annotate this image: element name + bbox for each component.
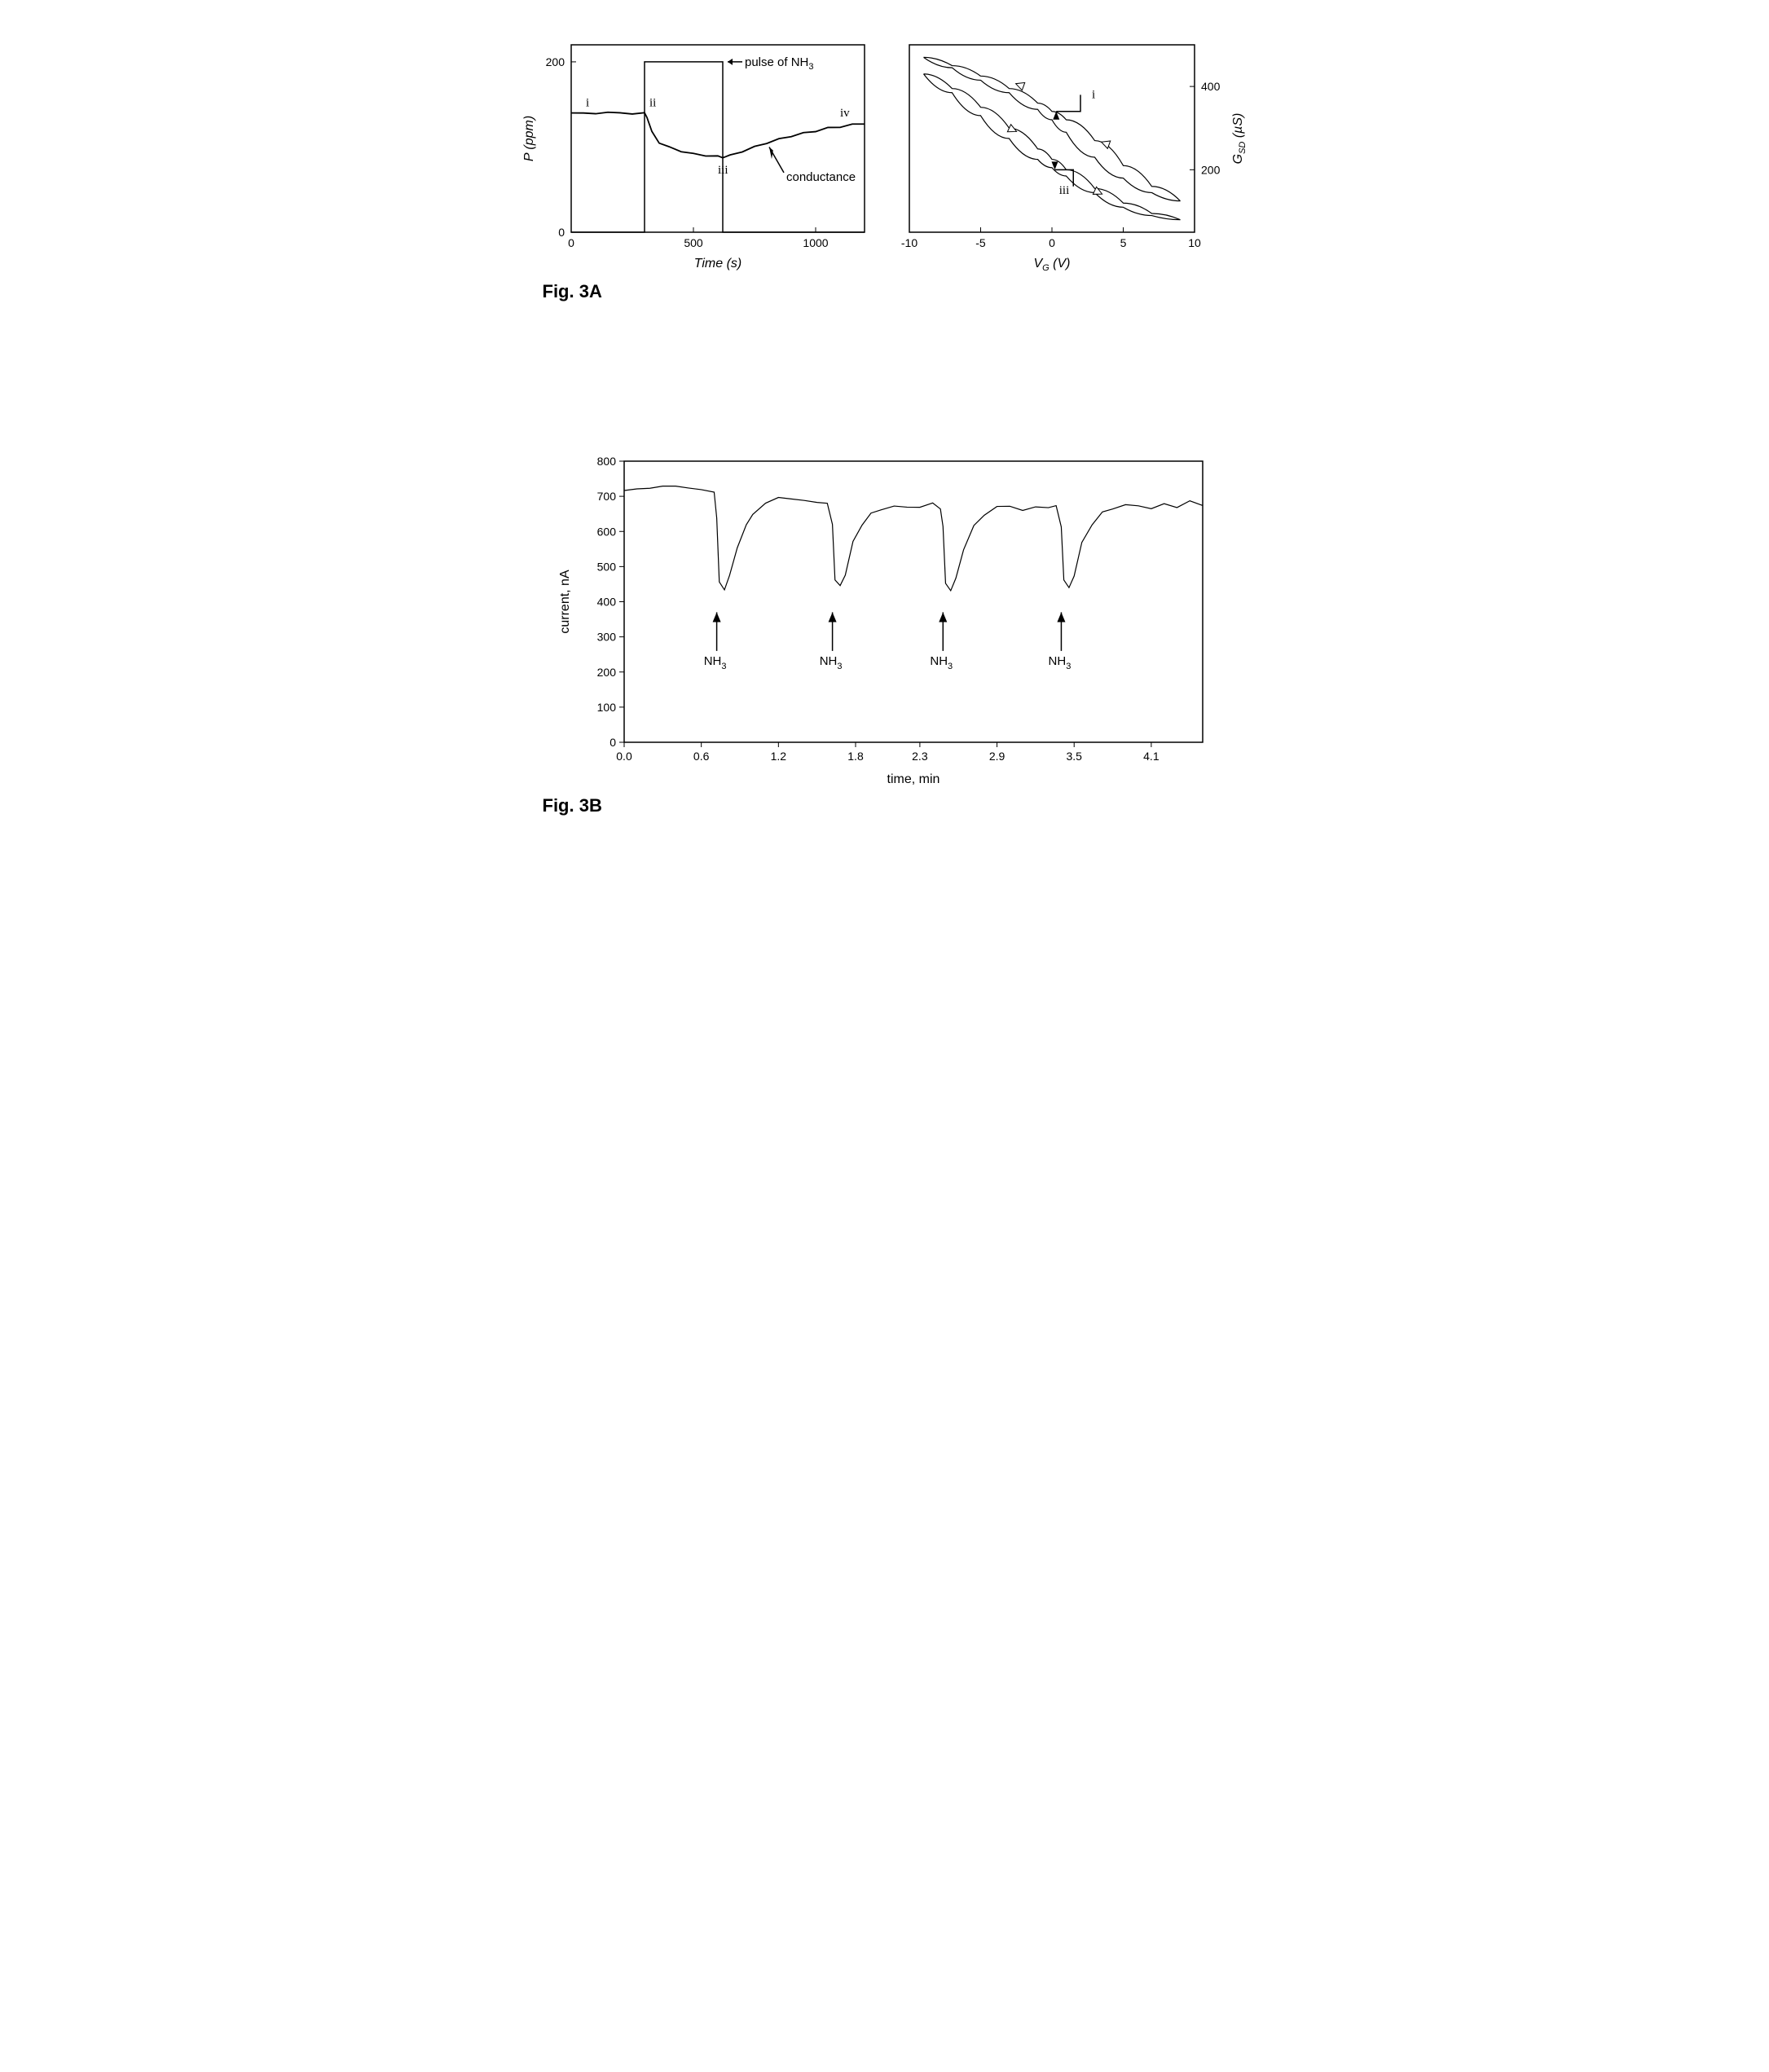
svg-text:Time (s): Time (s) bbox=[693, 257, 741, 271]
svg-text:1.8: 1.8 bbox=[847, 750, 864, 763]
svg-text:current, nA: current, nA bbox=[558, 570, 572, 634]
fig3a-label: Fig. 3A bbox=[543, 281, 1292, 302]
svg-text:700: 700 bbox=[596, 490, 616, 503]
svg-text:NH3: NH3 bbox=[819, 654, 842, 671]
svg-text:0: 0 bbox=[568, 236, 574, 249]
svg-text:0.0: 0.0 bbox=[616, 750, 632, 763]
svg-text:iii: iii bbox=[718, 164, 728, 177]
svg-text:4.1: 4.1 bbox=[1143, 750, 1160, 763]
svg-text:300: 300 bbox=[596, 631, 616, 644]
svg-text:-5: -5 bbox=[975, 236, 986, 249]
svg-text:NH3: NH3 bbox=[1048, 654, 1071, 671]
svg-text:2.9: 2.9 bbox=[988, 750, 1005, 763]
svg-text:0.6: 0.6 bbox=[693, 750, 709, 763]
fig3a-right-chart: -10-50510200400VG (V)GSD (µS)iiii bbox=[893, 33, 1252, 277]
svg-text:400: 400 bbox=[1201, 80, 1221, 93]
fig3b-chart: 0.0 0.6 1.2 1.8 2.3 2.9 3.5 4.1 0 100 200 300 400 500… bbox=[551, 449, 1219, 791]
svg-text:NH3: NH3 bbox=[703, 654, 726, 671]
svg-text:P (ppm): P (ppm) bbox=[522, 116, 536, 161]
svg-text:-10: -10 bbox=[900, 236, 917, 249]
fig3a-left-chart: 050010000200Time (s)P (ppm)iiiiiiivpulse… bbox=[518, 33, 877, 277]
svg-text:pulse of NH3: pulse of NH3 bbox=[745, 55, 814, 72]
svg-text:iii: iii bbox=[1058, 184, 1069, 197]
svg-text:600: 600 bbox=[596, 525, 616, 538]
svg-text:800: 800 bbox=[596, 455, 616, 468]
fig3b-row: 0.0 0.6 1.2 1.8 2.3 2.9 3.5 4.1 0 100 200 300 400 500… bbox=[477, 449, 1292, 791]
svg-text:10: 10 bbox=[1188, 236, 1201, 249]
svg-text:2.3: 2.3 bbox=[912, 750, 928, 763]
svg-text:conductance: conductance bbox=[786, 170, 856, 184]
svg-text:1.2: 1.2 bbox=[770, 750, 786, 763]
fig3a-row: 050010000200Time (s)P (ppm)iiiiiiivpulse… bbox=[477, 33, 1292, 277]
svg-text:5: 5 bbox=[1120, 236, 1126, 249]
svg-text:NH3: NH3 bbox=[930, 654, 953, 671]
svg-text:VG (V): VG (V) bbox=[1033, 257, 1070, 273]
svg-text:GSD (µS): GSD (µS) bbox=[1231, 113, 1248, 165]
svg-text:i: i bbox=[1092, 88, 1095, 101]
svg-text:time, min: time, min bbox=[887, 772, 940, 786]
svg-text:0: 0 bbox=[558, 226, 565, 239]
fig3b-label: Fig. 3B bbox=[543, 795, 1292, 816]
svg-text:i: i bbox=[586, 97, 589, 110]
svg-text:0: 0 bbox=[1049, 236, 1055, 249]
svg-text:1000: 1000 bbox=[803, 236, 828, 249]
svg-text:400: 400 bbox=[596, 596, 616, 609]
svg-text:200: 200 bbox=[596, 666, 616, 679]
svg-text:0: 0 bbox=[609, 736, 616, 749]
svg-text:iv: iv bbox=[840, 107, 850, 120]
svg-text:3.5: 3.5 bbox=[1066, 750, 1082, 763]
svg-text:500: 500 bbox=[684, 236, 703, 249]
svg-text:200: 200 bbox=[1201, 163, 1221, 176]
svg-text:500: 500 bbox=[596, 560, 616, 573]
svg-text:100: 100 bbox=[596, 701, 616, 714]
svg-text:ii: ii bbox=[649, 97, 656, 110]
svg-text:200: 200 bbox=[545, 55, 565, 68]
